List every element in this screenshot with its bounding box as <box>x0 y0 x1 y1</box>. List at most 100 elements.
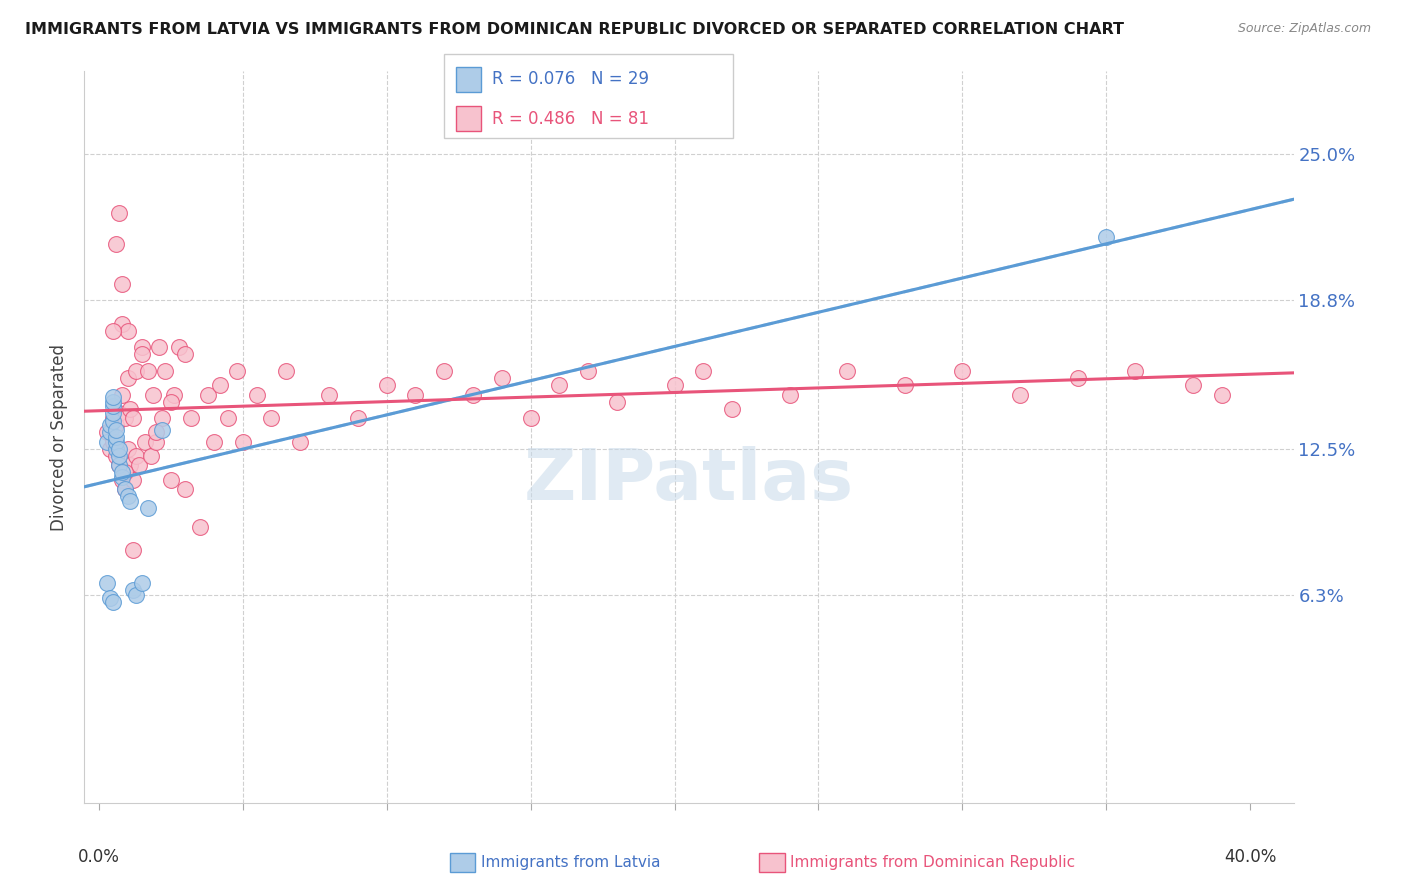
Point <box>105 236 128 251</box>
Point <box>98 442 121 456</box>
Text: IMMIGRANTS FROM LATVIA VS IMMIGRANTS FROM DOMINICAN REPUBLIC DIVORCED OR SEPARAT: IMMIGRANTS FROM LATVIA VS IMMIGRANTS FRO… <box>25 22 1125 37</box>
Point <box>162 387 184 401</box>
Point <box>122 411 145 425</box>
Point <box>105 449 128 463</box>
Point <box>721 401 744 416</box>
Point <box>111 473 134 487</box>
Point <box>111 387 134 401</box>
Point <box>101 434 124 449</box>
Point <box>1008 387 1031 401</box>
Point <box>101 324 124 338</box>
Point <box>122 543 145 558</box>
Text: Immigrants from Latvia: Immigrants from Latvia <box>481 855 661 870</box>
Point <box>318 387 340 401</box>
Point <box>98 418 121 433</box>
Point <box>145 434 167 449</box>
Text: 40.0%: 40.0% <box>1225 848 1277 866</box>
Point <box>108 407 131 421</box>
Point <box>117 489 139 503</box>
Point <box>202 434 225 449</box>
Point <box>101 407 124 421</box>
Text: R = 0.076   N = 29: R = 0.076 N = 29 <box>492 70 650 88</box>
Point <box>105 430 128 444</box>
Point <box>131 340 153 354</box>
Point <box>142 387 165 401</box>
Point <box>122 583 145 598</box>
Point <box>153 364 176 378</box>
Point <box>217 411 239 425</box>
Point <box>159 473 181 487</box>
Point <box>174 347 197 361</box>
Point <box>136 500 159 515</box>
Point <box>246 387 269 401</box>
Text: Source: ZipAtlas.com: Source: ZipAtlas.com <box>1237 22 1371 36</box>
Point <box>150 423 173 437</box>
Point <box>117 442 139 456</box>
Point <box>122 473 145 487</box>
Point <box>1181 378 1204 392</box>
Point <box>150 411 173 425</box>
Point <box>290 434 312 449</box>
Point <box>96 576 118 591</box>
Point <box>375 378 398 392</box>
Point <box>226 364 249 378</box>
Point <box>208 378 231 392</box>
Point <box>548 378 571 392</box>
Point <box>111 277 134 291</box>
Point <box>159 394 181 409</box>
Point <box>125 364 148 378</box>
Point <box>180 411 202 425</box>
Point <box>111 317 134 331</box>
Point <box>148 340 170 354</box>
Point <box>274 364 297 378</box>
Point <box>461 387 484 401</box>
Point <box>101 400 124 414</box>
Point <box>260 411 283 425</box>
Point <box>576 364 599 378</box>
Point <box>108 458 131 473</box>
Point <box>779 387 801 401</box>
Point <box>98 591 121 605</box>
Point <box>952 364 974 378</box>
Text: R = 0.486   N = 81: R = 0.486 N = 81 <box>492 110 650 128</box>
Point <box>692 364 714 378</box>
Point <box>125 588 148 602</box>
Point <box>606 394 628 409</box>
Point <box>125 449 148 463</box>
Point <box>188 520 211 534</box>
Point <box>519 411 541 425</box>
Point <box>169 340 191 354</box>
Point <box>108 206 131 220</box>
Point <box>105 434 128 449</box>
Point <box>98 425 121 440</box>
Point <box>433 364 456 378</box>
Point <box>197 387 219 401</box>
Text: Immigrants from Dominican Republic: Immigrants from Dominican Republic <box>790 855 1076 870</box>
Point <box>139 449 162 463</box>
Point <box>108 458 131 473</box>
Point <box>111 470 134 484</box>
Point <box>101 411 124 425</box>
Point <box>232 434 254 449</box>
Point <box>894 378 917 392</box>
Point <box>117 324 139 338</box>
Point <box>101 394 124 409</box>
Point <box>131 347 153 361</box>
Point <box>174 482 197 496</box>
Point <box>101 390 124 404</box>
Point <box>128 458 150 473</box>
Point <box>105 442 128 456</box>
Point <box>131 576 153 591</box>
Point <box>101 413 124 427</box>
Point <box>347 411 370 425</box>
Point <box>837 364 859 378</box>
Point <box>491 371 513 385</box>
Point <box>96 425 118 440</box>
Point <box>1211 387 1233 401</box>
Point <box>1095 229 1118 244</box>
Point <box>117 371 139 385</box>
Point <box>145 425 167 440</box>
Point <box>664 378 686 392</box>
Point <box>114 482 136 496</box>
Text: 0.0%: 0.0% <box>77 848 120 866</box>
